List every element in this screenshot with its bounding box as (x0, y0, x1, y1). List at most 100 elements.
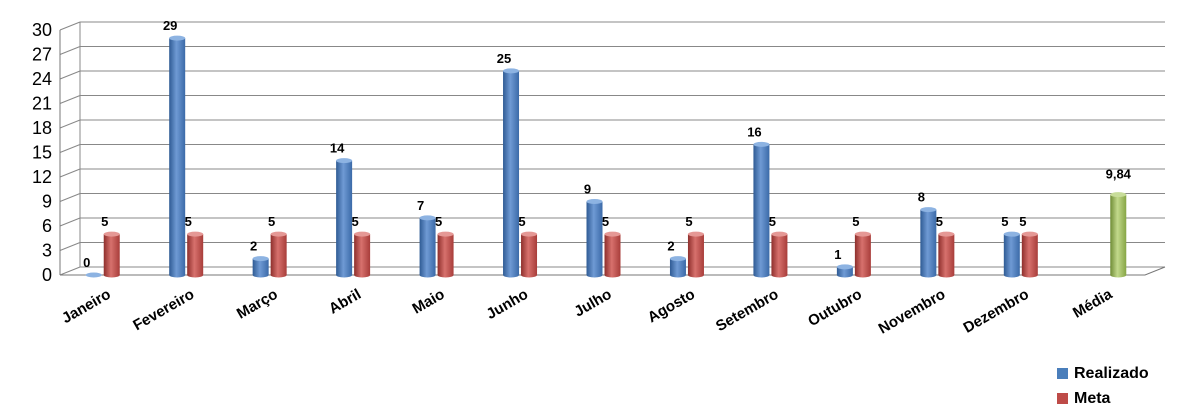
data-label-realizado: 9 (584, 182, 591, 197)
x-tick-label: Abril (326, 286, 364, 318)
bar-meta (687, 231, 704, 278)
bar-meta (187, 231, 204, 278)
x-tick-label: Junho (484, 286, 531, 323)
bar-meta (854, 231, 871, 278)
gridline-diag (59, 266, 81, 276)
bar-realizado (1003, 231, 1020, 278)
bar-body (252, 258, 269, 275)
data-label-realizado: 2 (250, 239, 257, 254)
bar-top (187, 231, 204, 237)
gridline-diag (59, 242, 81, 251)
bar-top (836, 264, 853, 270)
bar-realizado (169, 35, 186, 278)
gridline-diag (59, 144, 81, 153)
data-label-realizado: 5 (1001, 214, 1008, 229)
bar-base (252, 272, 269, 278)
bar-body (604, 234, 621, 275)
bar-body (920, 209, 937, 275)
legend-swatch-meta (1057, 393, 1068, 404)
gridline-diag (59, 119, 81, 129)
bar-top (270, 231, 287, 237)
x-tick-label: Maio (409, 286, 447, 318)
data-label-meta: 5 (936, 214, 943, 229)
bar-base (354, 272, 371, 278)
data-label-realizado: 1 (834, 247, 841, 262)
gridline-diag (59, 168, 81, 178)
bar-body (354, 234, 371, 275)
bar-realizado (503, 68, 520, 278)
data-label-realizado: 7 (417, 198, 424, 213)
x-tick-label: Fevereiro (130, 286, 197, 334)
bar-base (1021, 272, 1038, 278)
bar-body (1021, 234, 1038, 275)
bar-top (586, 199, 603, 204)
bar-meta (771, 231, 788, 278)
gridline-diag (59, 46, 81, 55)
x-tick-label: Outubro (805, 286, 865, 330)
data-label-meta: 5 (602, 214, 609, 229)
bar-top (771, 231, 788, 237)
y-tick-label: 9 (42, 192, 52, 212)
x-tick-label: Novembro (876, 286, 949, 338)
bar-base (938, 272, 955, 278)
y-tick-label: 30 (32, 20, 52, 40)
bar-top (604, 231, 621, 237)
bar-base (1003, 272, 1020, 278)
bar-body (1110, 194, 1127, 275)
bar-top (669, 256, 686, 262)
bar-base (187, 272, 204, 278)
y-tick-label: 21 (32, 94, 52, 114)
x-tick-label: Janeiro (59, 286, 114, 327)
bar-body (854, 234, 871, 275)
bar-realizado (252, 256, 269, 278)
bar-top (1021, 231, 1038, 237)
bar-body (753, 144, 770, 275)
bar-top (521, 231, 538, 237)
bar-body (419, 217, 436, 275)
bar-base (169, 272, 186, 278)
data-label-meta: 5 (852, 214, 859, 229)
bar-realizado (419, 215, 436, 278)
bar-realizado (336, 158, 353, 278)
legend-item-meta: Meta (1057, 386, 1149, 411)
x-tick-label: Média (1070, 285, 1116, 321)
legend-swatch-realizado (1057, 368, 1068, 379)
bar-base (336, 272, 353, 278)
x-axis-labels: Janeiro Fevereiro Março Abril Maio Junho Julho… (59, 285, 1116, 337)
bar-base (771, 272, 788, 278)
y-tick-label: 6 (42, 216, 52, 236)
bar-base (836, 272, 853, 278)
data-label-media: 9,84 (1106, 167, 1132, 182)
bar-meta (103, 231, 120, 278)
bar-base (854, 272, 871, 278)
bar-realizado (669, 256, 686, 278)
data-label-meta: 5 (101, 214, 108, 229)
y-tick-label: 15 (32, 143, 52, 163)
bar-realizado (85, 272, 102, 278)
data-label-realizado: 29 (163, 18, 177, 33)
legend-label-meta: Meta (1074, 389, 1111, 407)
bar-top (437, 231, 454, 237)
bar-body (187, 234, 204, 275)
bar-realizado (586, 199, 603, 278)
bar-body (1003, 234, 1020, 275)
bar-top (252, 256, 269, 262)
bar-base (687, 272, 704, 278)
legend: Realizado Meta (1057, 361, 1149, 411)
bar-base (270, 272, 287, 278)
x-tick-label: Dezembro (960, 286, 1031, 337)
data-label-meta: 5 (769, 214, 776, 229)
bar-meta (437, 231, 454, 278)
x-tick-label: Março (234, 286, 281, 323)
data-label-realizado: 25 (497, 51, 511, 66)
bar-top (336, 158, 353, 164)
bar-base (669, 272, 686, 278)
x-tick-label: Setembro (713, 286, 781, 335)
bar-body (521, 234, 538, 275)
bar-realizado (836, 264, 853, 278)
bar-top (169, 35, 186, 41)
data-label-realizado: 14 (330, 141, 345, 156)
bar-top (938, 231, 955, 237)
